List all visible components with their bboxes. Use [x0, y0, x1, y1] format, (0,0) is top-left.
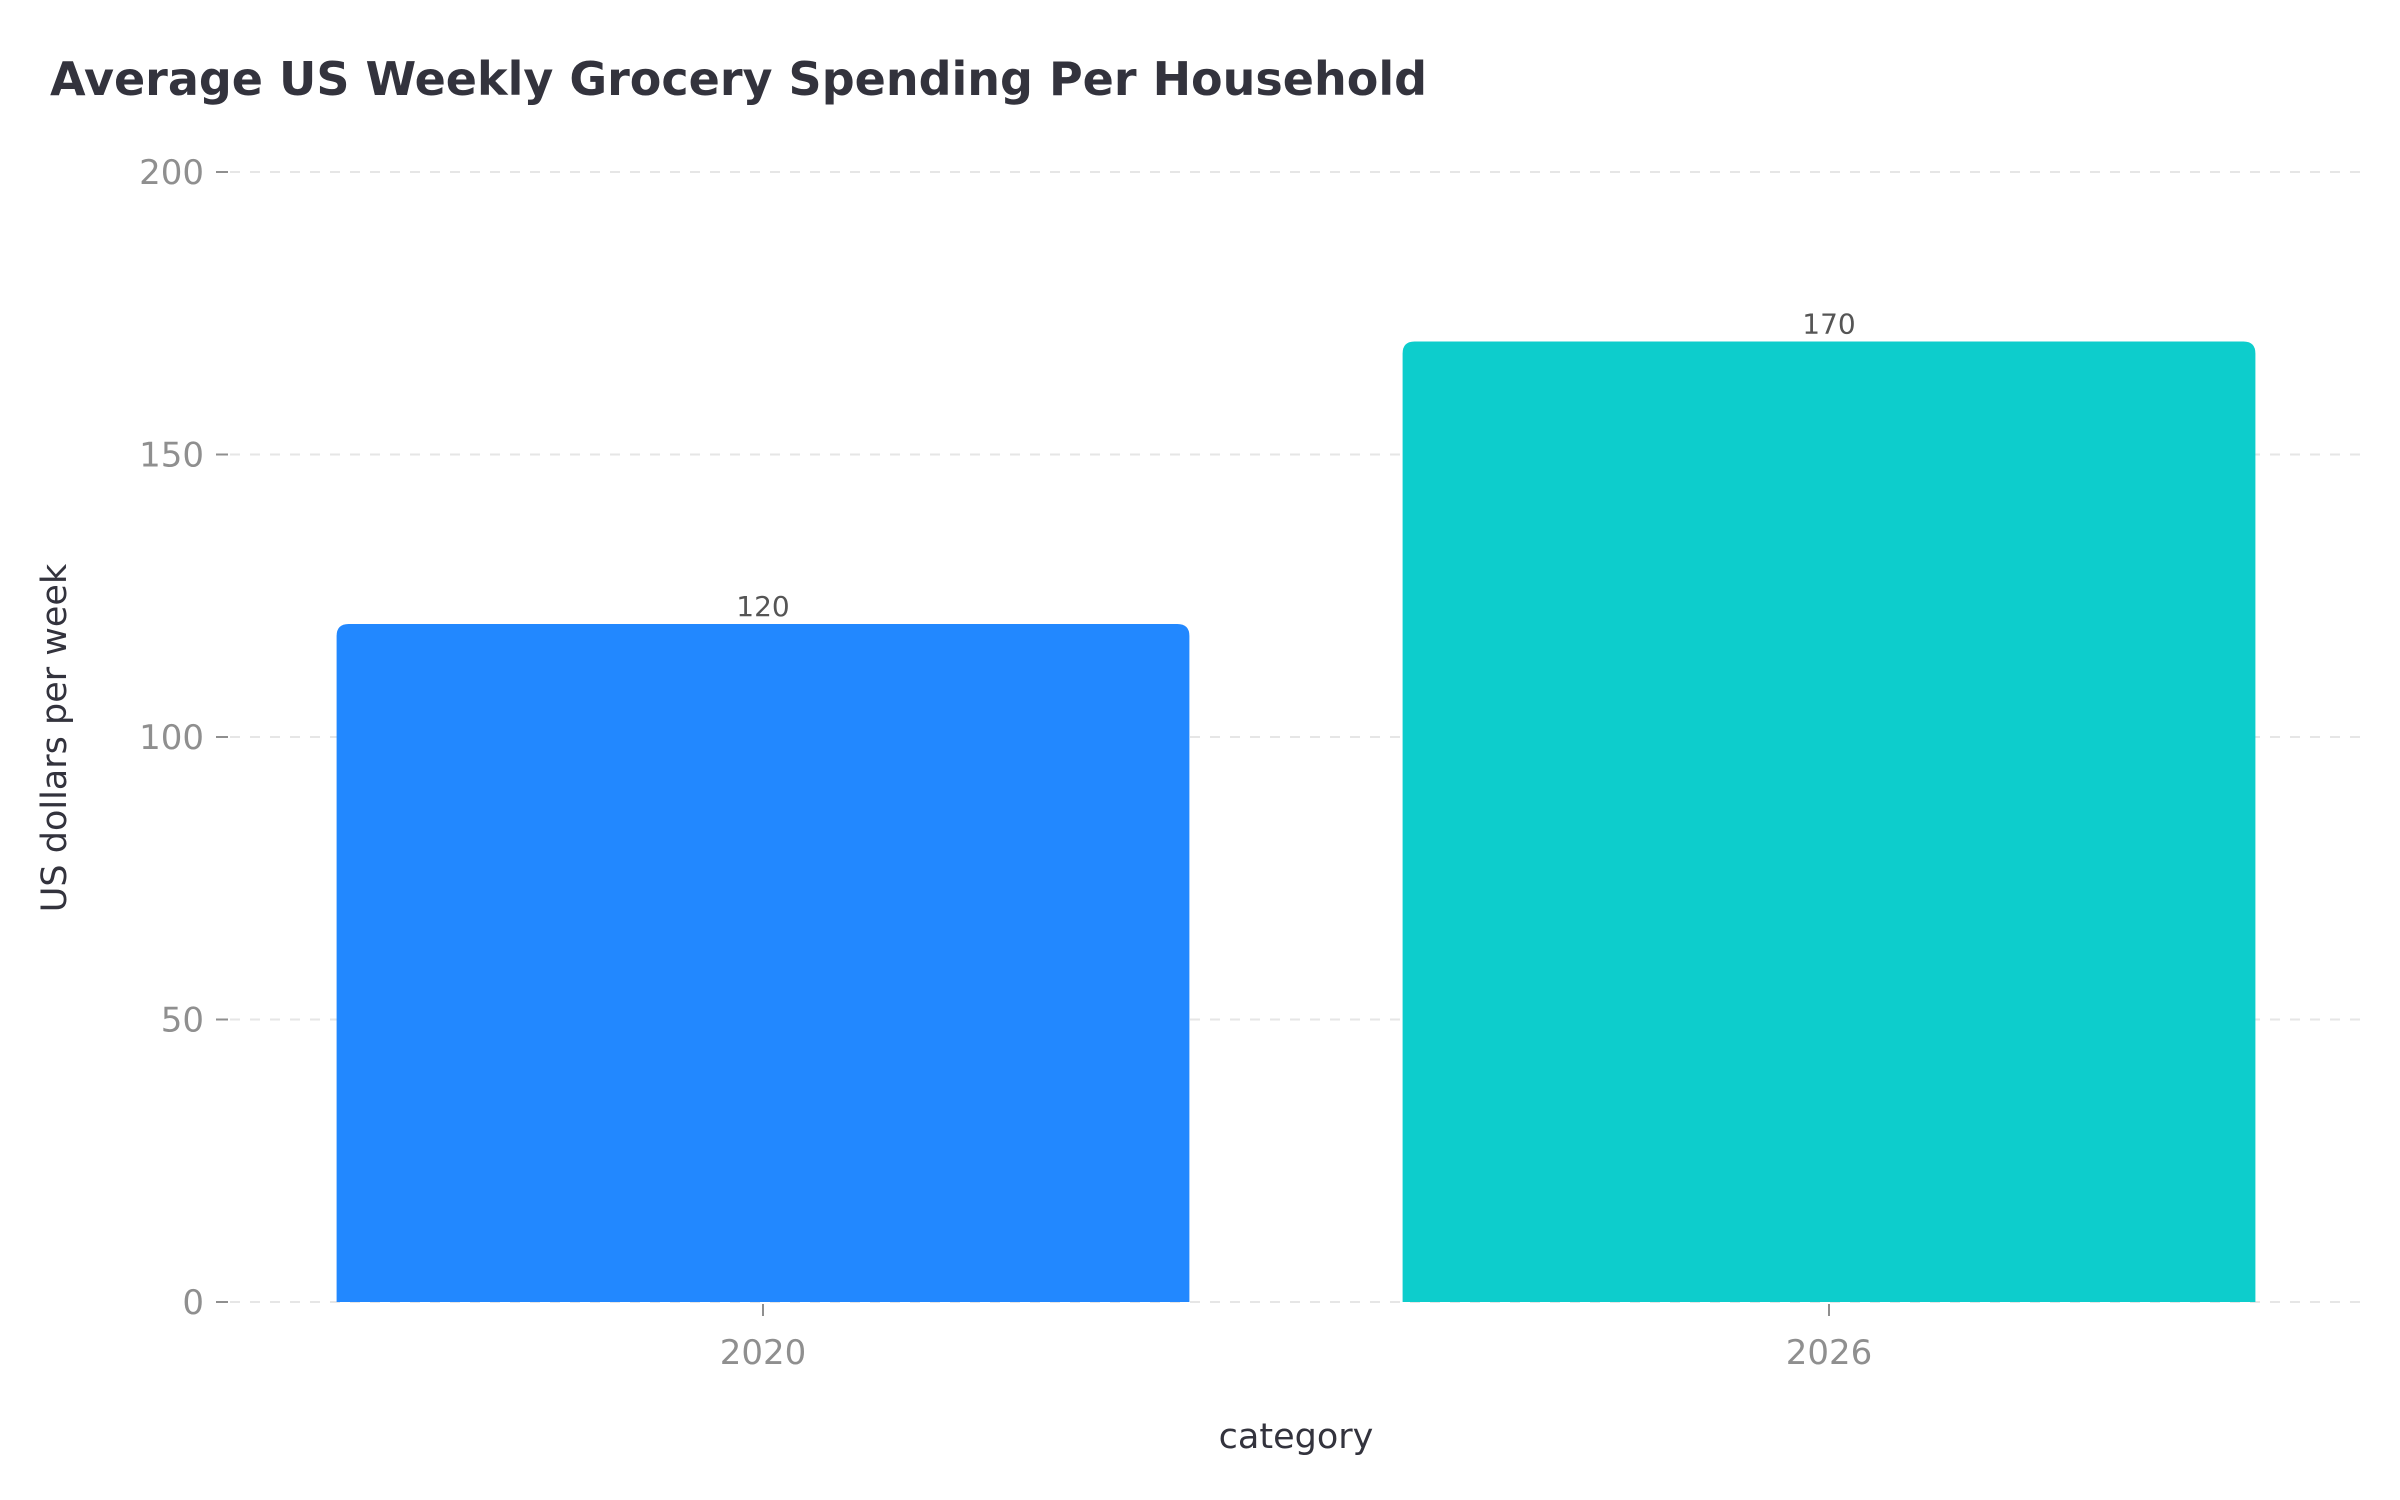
- x-axis-label: category: [1219, 1417, 1374, 1457]
- chart-title: Average US Weekly Grocery Spending Per H…: [50, 52, 1427, 106]
- y-axis-label: US dollars per week: [35, 563, 75, 912]
- x-axis-ticks: 2020 2026: [720, 1304, 1873, 1373]
- y-tick-label: 200: [139, 153, 204, 193]
- bar-2020: [336, 624, 1190, 1302]
- bars: [336, 341, 2256, 1302]
- y-tick-label: 0: [182, 1283, 204, 1323]
- y-tick-label: 100: [139, 718, 204, 758]
- y-tick-label: 50: [161, 1001, 204, 1041]
- y-tick-label: 150: [139, 436, 204, 476]
- data-label: 170: [1802, 308, 1855, 341]
- y-axis-ticks: 0 50 100 150 200: [139, 153, 228, 1323]
- gridlines: [230, 171, 2362, 1303]
- x-tick-label: 2026: [1786, 1333, 1873, 1373]
- data-labels: 120 170: [736, 308, 1855, 624]
- bar-2026: [1402, 341, 2256, 1302]
- x-tick-label: 2020: [720, 1333, 807, 1373]
- data-label: 120: [736, 590, 789, 623]
